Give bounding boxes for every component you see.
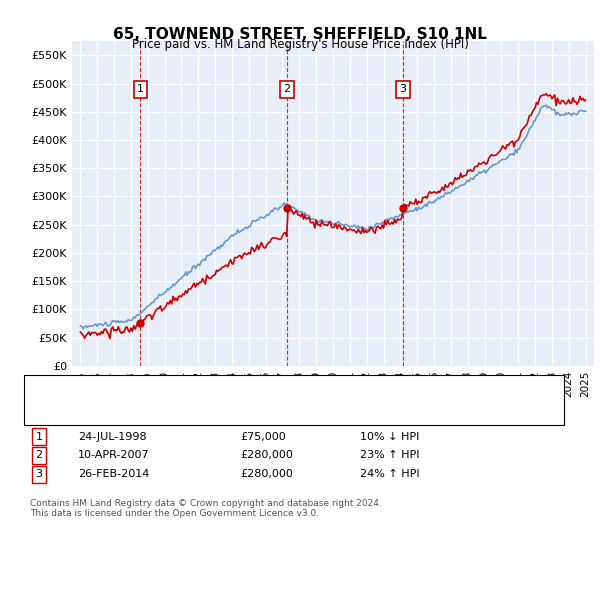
Text: HPI: Average price, detached house, Sheffield: HPI: Average price, detached house, Shef… <box>78 404 317 413</box>
Text: 24-JUL-1998: 24-JUL-1998 <box>78 432 146 441</box>
Text: ——: —— <box>42 385 70 399</box>
Text: 1: 1 <box>35 432 43 441</box>
Text: 2: 2 <box>35 451 43 460</box>
Text: ——: —— <box>42 401 70 415</box>
Text: 3: 3 <box>400 84 406 94</box>
Text: 26-FEB-2014: 26-FEB-2014 <box>78 470 149 479</box>
Text: £75,000: £75,000 <box>240 432 286 441</box>
Text: 3: 3 <box>35 470 43 479</box>
Text: ——: —— <box>42 401 70 415</box>
Text: Contains HM Land Registry data © Crown copyright and database right 2024.
This d: Contains HM Land Registry data © Crown c… <box>30 499 382 518</box>
Text: 65, TOWNEND STREET, SHEFFIELD, S10 1NL (detached house): 65, TOWNEND STREET, SHEFFIELD, S10 1NL (… <box>78 388 402 397</box>
Text: 24% ↑ HPI: 24% ↑ HPI <box>360 470 419 479</box>
Text: £280,000: £280,000 <box>240 451 293 460</box>
Text: 10% ↓ HPI: 10% ↓ HPI <box>360 432 419 441</box>
Text: 1: 1 <box>137 84 144 94</box>
Text: Price paid vs. HM Land Registry's House Price Index (HPI): Price paid vs. HM Land Registry's House … <box>131 38 469 51</box>
Text: 10-APR-2007: 10-APR-2007 <box>78 451 149 460</box>
Text: HPI: Average price, detached house, Sheffield: HPI: Average price, detached house, Shef… <box>78 404 317 413</box>
Text: 65, TOWNEND STREET, SHEFFIELD, S10 1NL: 65, TOWNEND STREET, SHEFFIELD, S10 1NL <box>113 27 487 41</box>
Text: 2: 2 <box>283 84 290 94</box>
Text: 23% ↑ HPI: 23% ↑ HPI <box>360 451 419 460</box>
Text: 65, TOWNEND STREET, SHEFFIELD, S10 1NL (detached house): 65, TOWNEND STREET, SHEFFIELD, S10 1NL (… <box>78 388 402 397</box>
Text: ——: —— <box>42 385 70 399</box>
Text: £280,000: £280,000 <box>240 470 293 479</box>
